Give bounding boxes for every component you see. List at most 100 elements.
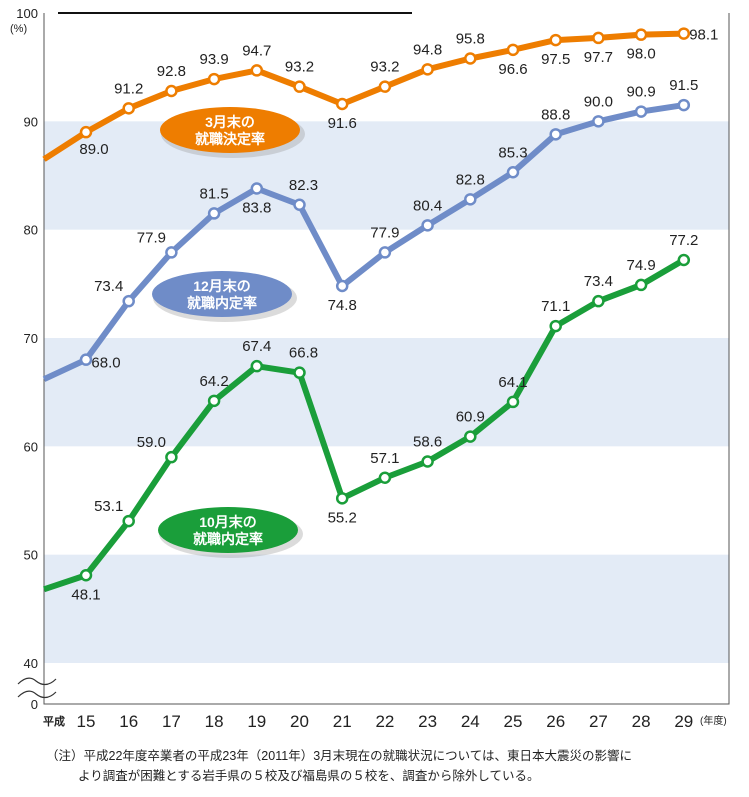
data-label: 80.4	[413, 197, 442, 214]
data-label: 83.8	[242, 200, 271, 217]
data-point	[506, 43, 520, 57]
data-point	[506, 166, 520, 179]
data-label: 90.9	[626, 84, 655, 101]
series-label-pill	[160, 107, 300, 153]
data-point	[378, 471, 392, 484]
y-tick-label: 40	[24, 656, 38, 671]
data-point	[378, 246, 392, 259]
data-point	[677, 27, 691, 40]
data-label: 77.9	[137, 229, 166, 246]
data-label: 94.8	[413, 41, 442, 58]
data-label: 97.7	[584, 49, 613, 66]
y-tick-label: 0	[31, 697, 38, 712]
data-label: 57.1	[370, 450, 399, 467]
data-point	[464, 193, 477, 206]
data-label: 77.2	[669, 232, 698, 249]
y-tick-label: 100	[16, 6, 38, 21]
data-label: 93.9	[199, 51, 228, 68]
data-point	[293, 366, 306, 379]
data-label: 91.5	[669, 77, 698, 94]
data-point	[122, 102, 135, 115]
data-point	[207, 394, 221, 408]
data-label: 98.1	[689, 27, 718, 44]
data-point	[421, 219, 434, 232]
axis-break-icon	[17, 677, 57, 699]
grid-band	[44, 121, 729, 230]
data-label: 58.6	[413, 434, 442, 451]
series-label-text: 3月末の	[205, 114, 255, 130]
x-tick-label: 18	[205, 712, 224, 731]
x-tick-label: 25	[504, 712, 523, 731]
data-label: 64.1	[498, 374, 527, 391]
data-point	[335, 279, 349, 293]
data-point	[165, 84, 178, 98]
data-label: 85.3	[498, 144, 527, 161]
data-point	[293, 80, 306, 93]
data-point	[122, 294, 135, 308]
data-point	[250, 359, 264, 373]
data-label: 89.0	[79, 141, 108, 158]
data-label: 74.9	[626, 257, 655, 274]
data-label: 96.6	[498, 61, 527, 78]
data-point	[165, 450, 178, 464]
plot-frame	[43, 13, 730, 705]
data-label: 48.1	[71, 586, 100, 603]
data-point	[250, 64, 264, 77]
data-point	[592, 294, 605, 308]
y-tick-label: 50	[24, 548, 38, 563]
data-point	[549, 319, 562, 333]
x-tick-label: 21	[333, 712, 352, 731]
data-label: 90.0	[584, 93, 613, 110]
x-prefix-label: 平成	[43, 714, 65, 728]
data-label: 95.8	[456, 31, 485, 48]
x-tick-label: 22	[375, 712, 394, 731]
data-point	[293, 198, 306, 211]
series-line	[42, 102, 685, 382]
series-label-text: 就職決定率	[195, 131, 265, 147]
data-label: 93.2	[370, 59, 399, 76]
data-label: 60.9	[456, 409, 485, 426]
data-point	[634, 105, 648, 118]
data-point	[634, 28, 648, 41]
footnote-line-2: より調査が困難とする岩手県の５校及び福島県の５校を、調査から除外している。	[78, 769, 540, 783]
x-tick-label: 24	[461, 712, 480, 731]
data-label: 73.4	[584, 273, 613, 290]
data-point	[464, 52, 477, 65]
y-tick-label: 80	[24, 223, 38, 238]
x-tick-label: 20	[290, 712, 309, 731]
data-point	[335, 492, 349, 505]
data-point	[378, 80, 392, 93]
data-label: 53.1	[94, 498, 123, 515]
data-point	[592, 115, 605, 128]
data-label: 77.9	[370, 224, 399, 241]
data-label: 82.3	[289, 177, 318, 194]
data-point	[677, 98, 691, 112]
data-point	[250, 182, 264, 195]
data-point	[634, 278, 648, 292]
data-point	[165, 246, 178, 259]
data-point	[549, 128, 562, 141]
y-unit-label: (%)	[10, 23, 27, 35]
x-tick-label: 19	[247, 712, 266, 731]
data-label: 73.4	[94, 278, 123, 295]
data-point	[464, 430, 477, 443]
data-point	[79, 569, 93, 582]
data-label: 64.2	[199, 373, 228, 390]
grid-band	[44, 554, 729, 663]
data-label: 59.0	[137, 434, 166, 451]
data-point	[335, 97, 349, 111]
data-point	[592, 31, 605, 45]
data-label: 98.0	[626, 46, 655, 63]
data-point	[122, 514, 135, 528]
data-point	[549, 33, 562, 47]
y-tick-label: 60	[24, 439, 38, 454]
x-tick-label: 23	[418, 712, 437, 731]
grid-band	[44, 338, 729, 447]
x-tick-label: 26	[546, 712, 565, 731]
data-label: 68.0	[91, 355, 120, 372]
data-label: 67.4	[242, 338, 271, 355]
data-label: 91.2	[114, 80, 143, 97]
series-label-pill	[152, 271, 292, 317]
data-label: 93.2	[285, 59, 314, 76]
y-tick-label: 90	[24, 114, 38, 129]
